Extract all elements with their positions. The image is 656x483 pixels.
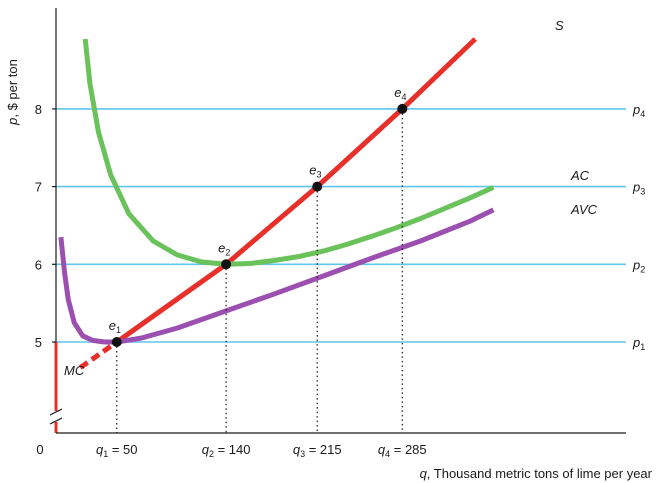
y-tick-label: 8: [35, 102, 42, 117]
equilibria-layer: [111, 103, 408, 347]
q-tick-label-3: q3 = 215: [293, 442, 342, 459]
q-tick-label-2: q2 = 140: [202, 442, 251, 459]
series-avc-label: AVC: [570, 202, 598, 217]
y-tick-label: 7: [35, 180, 42, 195]
series-mc-label: MC: [64, 363, 85, 378]
equilibrium-point-4: [397, 103, 408, 114]
series-mc-line: [78, 339, 119, 370]
series-ac-label: AC: [570, 168, 590, 183]
q-tick-label-1: q1 = 50: [96, 442, 138, 459]
price-lines-layer: [56, 108, 626, 343]
equilibrium-point-2: [221, 259, 232, 270]
series-s-line: [115, 37, 477, 345]
axis-break-mark: [49, 417, 63, 425]
price-line-label-2: p2: [632, 257, 645, 274]
equilibrium-point-1: [111, 337, 122, 347]
labels-layer: p1 p2 p3 p4 5 6 7 8 e1 q1 = 50 e2 q2 = 140 e3 q3 = 21…: [5, 18, 653, 481]
equilibrium-label-2: e2: [218, 240, 230, 257]
y-tick-label: 5: [35, 335, 42, 350]
x-axis-title: q, Thousand metric tons of lime per year: [420, 466, 653, 481]
axis-break-gap: [50, 411, 62, 422]
series-layer: [54, 37, 495, 433]
series-avc-line: [58, 207, 495, 345]
y-tick-label: 6: [35, 257, 42, 272]
equilibrium-label-4: e4: [394, 85, 406, 102]
equilibrium-label-1: e1: [109, 318, 121, 335]
y-axis-title: p, $ per ton: [5, 59, 20, 126]
series-s-label: S: [555, 18, 564, 33]
series-ac-line: [82, 38, 495, 267]
axis-break-mark: [49, 408, 63, 416]
equilibrium-point-3: [312, 181, 323, 192]
origin-label: 0: [36, 442, 43, 457]
price-line-label-1: p1: [632, 335, 645, 352]
q-tick-label-4: q4 = 285: [378, 442, 427, 459]
axes-layer: [49, 8, 626, 434]
price-line-label-3: p3: [632, 180, 645, 197]
equilibrium-label-3: e3: [309, 163, 321, 180]
price-line-label-4: p4: [632, 102, 645, 119]
